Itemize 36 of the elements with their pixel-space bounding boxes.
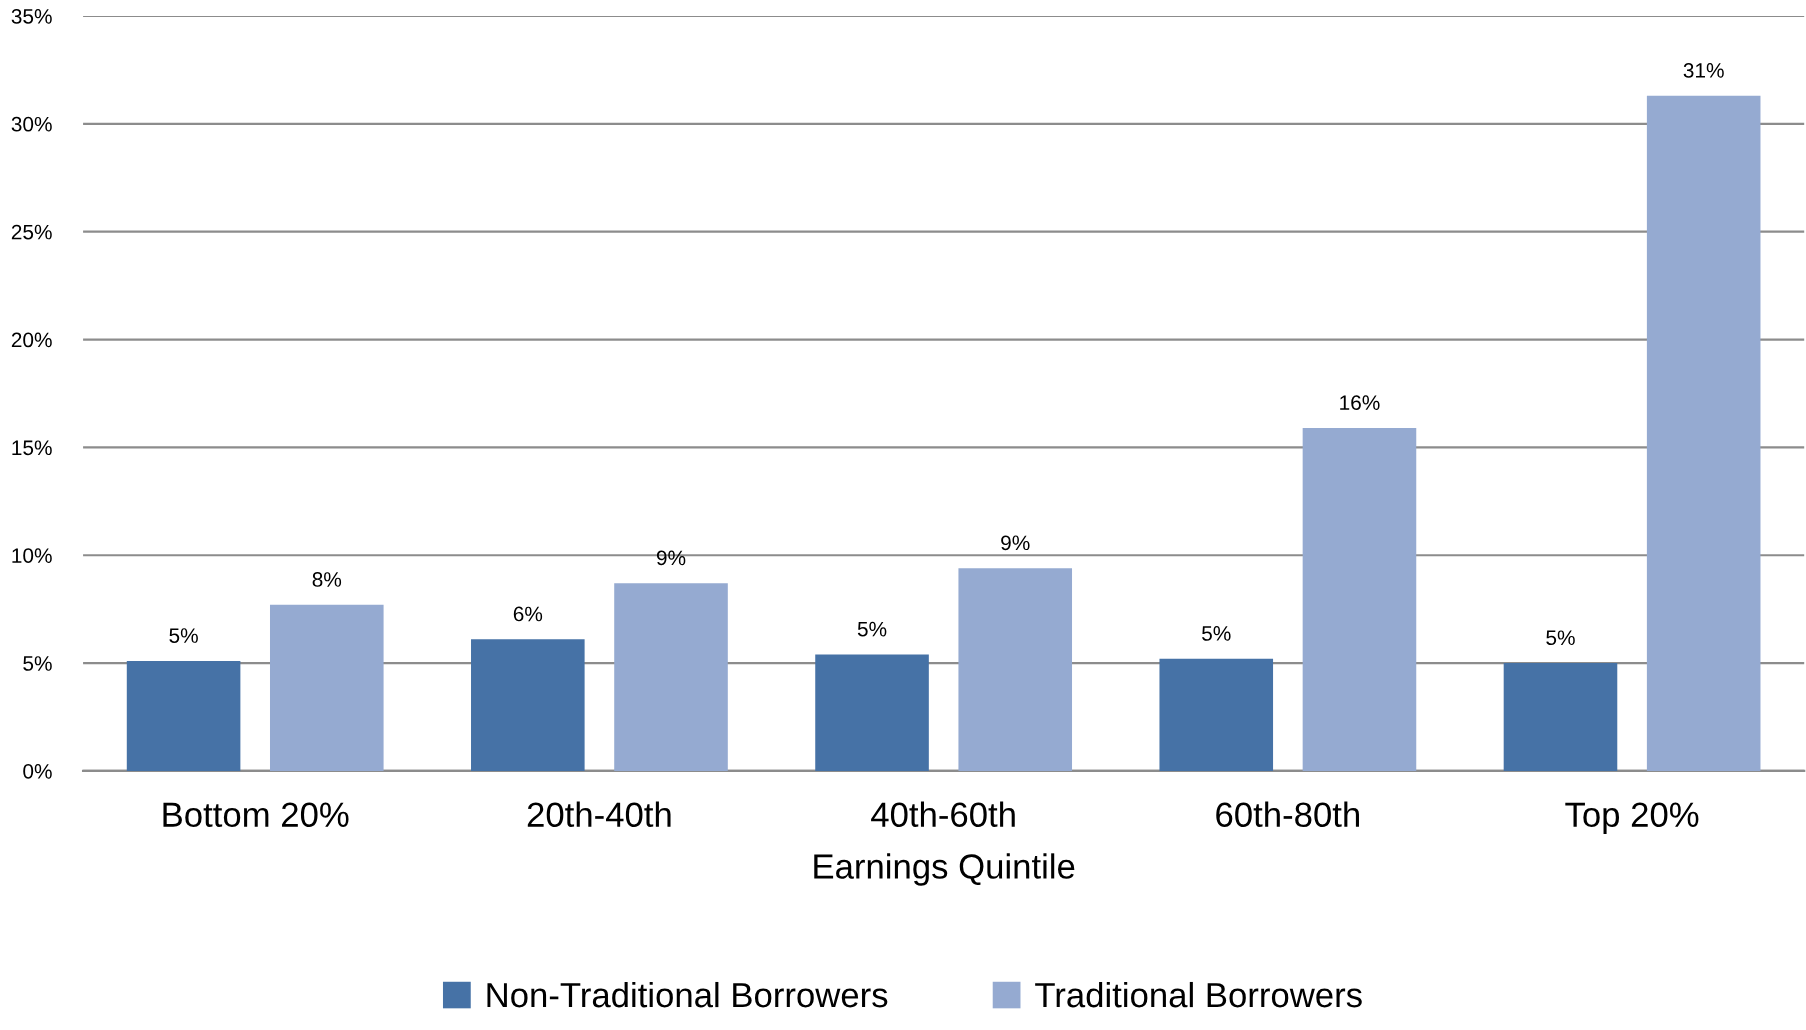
legend-label: Traditional Borrowers xyxy=(1035,981,1362,1008)
y-tick-label: 15% xyxy=(12,440,52,456)
y-tick-label: 20% xyxy=(11,332,52,348)
data-label: 8% xyxy=(312,572,342,587)
data-label: 6% xyxy=(513,606,543,622)
y-tick-label: 35% xyxy=(11,8,52,24)
x-axis-title: Earnings Quintile xyxy=(814,853,1075,886)
y-tick-label: 10% xyxy=(12,548,52,563)
x-tick-label: Bottom 20% xyxy=(163,802,349,828)
data-label: 5% xyxy=(1546,630,1575,646)
data-label: 9% xyxy=(656,550,686,566)
bar xyxy=(614,583,728,771)
legend-label: Non-Traditional Borrowers xyxy=(487,981,888,1008)
data-label: 5% xyxy=(857,621,887,637)
x-tick-label: Top 20% xyxy=(1565,802,1699,834)
bar xyxy=(1646,95,1761,771)
bar xyxy=(815,654,929,771)
bar xyxy=(269,604,384,771)
bar xyxy=(958,568,1073,771)
data-label: 16% xyxy=(1340,395,1380,410)
data-label: 5% xyxy=(1202,626,1231,641)
bar xyxy=(471,639,585,771)
data-label: 9% xyxy=(1001,535,1030,551)
data-label: 31% xyxy=(1683,63,1724,78)
y-tick-label: 5% xyxy=(23,656,52,671)
bar xyxy=(1302,427,1417,771)
x-tick-label: 20th-40th xyxy=(527,801,671,828)
bar xyxy=(1503,663,1618,771)
y-tick-label: 30% xyxy=(11,116,52,132)
bar xyxy=(126,660,241,771)
bar xyxy=(1159,658,1274,771)
y-tick-label: 25% xyxy=(11,224,52,240)
y-tick-label: 0% xyxy=(23,763,52,779)
x-tick-label: 40th-60th xyxy=(871,801,1015,828)
x-tick-label: 60th-80th xyxy=(1216,801,1359,828)
data-label: 5% xyxy=(169,628,198,643)
